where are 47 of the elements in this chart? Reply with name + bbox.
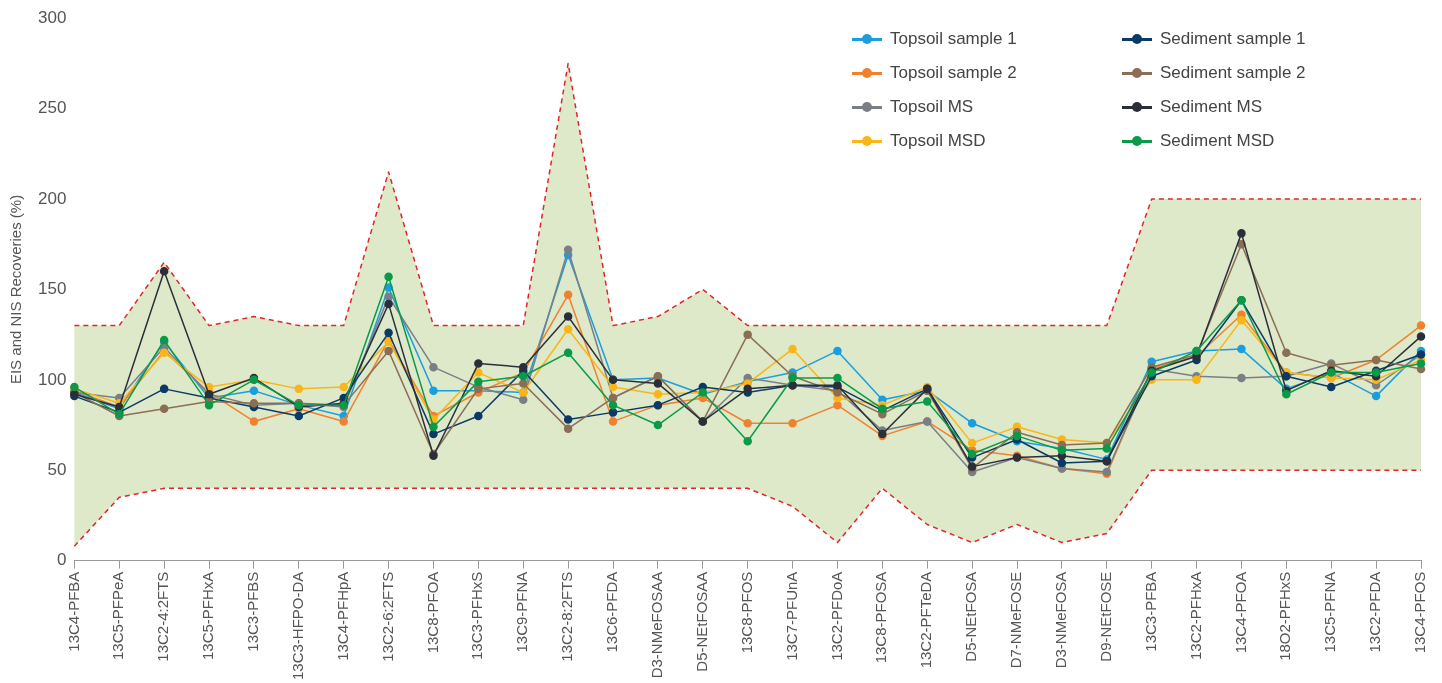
- x-tick-label: D7-NMeFOSE: [1007, 571, 1025, 669]
- x-tick-label: 13C8-PFOA: [423, 571, 441, 654]
- y-tick-label: 0: [56, 550, 67, 570]
- x-tick-label: 13C6-PFDA: [603, 571, 621, 653]
- x-tick-label: 13C8-PFOSA: [872, 571, 890, 664]
- x-tick-label: 13C4-PFOS: [1411, 571, 1429, 654]
- legend-label: Topsoil sample 1: [890, 29, 1017, 49]
- x-tick-label: 13C3-HFPO-DA: [288, 571, 306, 680]
- x-tick-label: 13C3-PFBS: [244, 571, 262, 652]
- x-tick-label: 13C2-6:2FTS: [378, 571, 396, 662]
- x-tick-label: 13C2-PFHxA: [1186, 571, 1204, 660]
- x-tick-label: 13C2-4:2FTS: [154, 571, 172, 662]
- x-tick-label: 13C2-8:2FTS: [558, 571, 576, 662]
- y-tick-label: 300: [37, 7, 67, 27]
- x-tick-label: 13C4-PFBA: [64, 571, 82, 652]
- x-tick-label: D9-NEtFOSE: [1096, 571, 1114, 662]
- x-tick-label: 13C3-PFHxS: [468, 571, 486, 660]
- x-tick-label: 13C2-PFDoA: [827, 571, 845, 661]
- x-tick-label: 13C2-PFDA: [1366, 571, 1384, 653]
- x-tick-label: 13C2-PFTeDA: [917, 571, 935, 669]
- x-tick-label: D3-NMeFOSAA: [648, 571, 666, 679]
- x-tick-label: D5-NEtFOSAA: [692, 571, 710, 672]
- y-tick-label: 250: [37, 98, 67, 118]
- y-axis-title: EIS and NIS Recoveries (%): [7, 194, 25, 385]
- x-tick-label: 13C5-PFPeA: [109, 571, 127, 661]
- y-tick-label: 150: [37, 279, 67, 299]
- x-tick-label: 13C5-PFHxA: [199, 571, 217, 660]
- y-tick-label: 200: [37, 188, 67, 208]
- x-tick-label: 13C7-PFUnA: [782, 571, 800, 661]
- x-tick-label: 13C5-PFNA: [1321, 571, 1339, 653]
- y-tick-label: 100: [37, 369, 67, 389]
- legend-label: Topsoil MS: [890, 97, 974, 117]
- y-tick-label: 50: [47, 459, 67, 479]
- legend-label: Sediment MS: [1160, 97, 1263, 117]
- x-tick-label: 18O2-PFHxS: [1276, 571, 1294, 661]
- x-tick-label: 13C4-PFHpA: [333, 571, 351, 661]
- legend-label: Topsoil MSD: [890, 131, 986, 151]
- x-tick-label: D3-NMeFOSA: [1052, 571, 1070, 669]
- legend-label: Topsoil sample 2: [890, 63, 1017, 83]
- legend-label: Sediment sample 1: [1160, 29, 1306, 49]
- x-tick-label: 13C4-PFOA: [1231, 571, 1249, 654]
- x-tick-label: 13C8-PFOS: [737, 571, 755, 654]
- x-tick-label: 13C9-PFNA: [513, 571, 531, 653]
- legend-label: Sediment sample 2: [1160, 63, 1306, 83]
- x-tick-label: D5-NEtFOSA: [962, 571, 980, 662]
- x-tick-label: 13C3-PFBA: [1141, 571, 1159, 652]
- legend-label: Sediment MSD: [1160, 131, 1275, 151]
